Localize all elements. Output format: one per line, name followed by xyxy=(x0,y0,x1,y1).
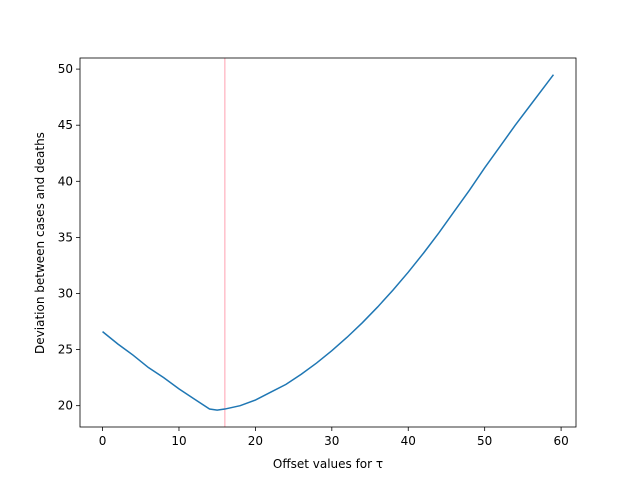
y-tick-label: 40 xyxy=(58,174,73,188)
x-tick-label: 0 xyxy=(99,434,107,448)
plot-frame xyxy=(79,57,577,428)
data-line xyxy=(102,74,555,411)
y-tick-label: 35 xyxy=(58,230,73,244)
y-tick-label: 25 xyxy=(58,343,73,357)
x-tick-label: 40 xyxy=(401,434,416,448)
x-tick-label: 10 xyxy=(171,434,186,448)
x-tick-label: 60 xyxy=(553,434,568,448)
y-tick-label: 45 xyxy=(58,118,73,132)
x-axis-label: Offset values for τ xyxy=(273,457,383,471)
y-tick-label: 50 xyxy=(58,62,73,76)
y-axis-label: Deviation between cases and deaths xyxy=(33,132,47,354)
y-tick-label: 20 xyxy=(58,399,73,413)
x-tick-label: 20 xyxy=(248,434,263,448)
x-tick-label: 30 xyxy=(324,434,339,448)
y-tick-label: 30 xyxy=(58,286,73,300)
x-tick-label: 50 xyxy=(477,434,492,448)
